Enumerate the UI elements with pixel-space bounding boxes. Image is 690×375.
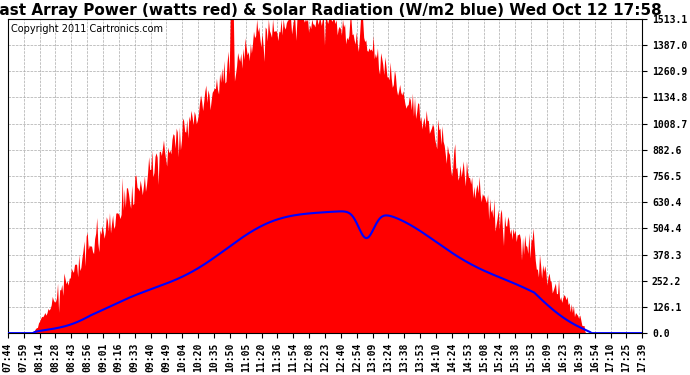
Text: Copyright 2011 Cartronics.com: Copyright 2011 Cartronics.com [11,24,163,34]
Title: East Array Power (watts red) & Solar Radiation (W/m2 blue) Wed Oct 12 17:58: East Array Power (watts red) & Solar Rad… [0,3,662,18]
